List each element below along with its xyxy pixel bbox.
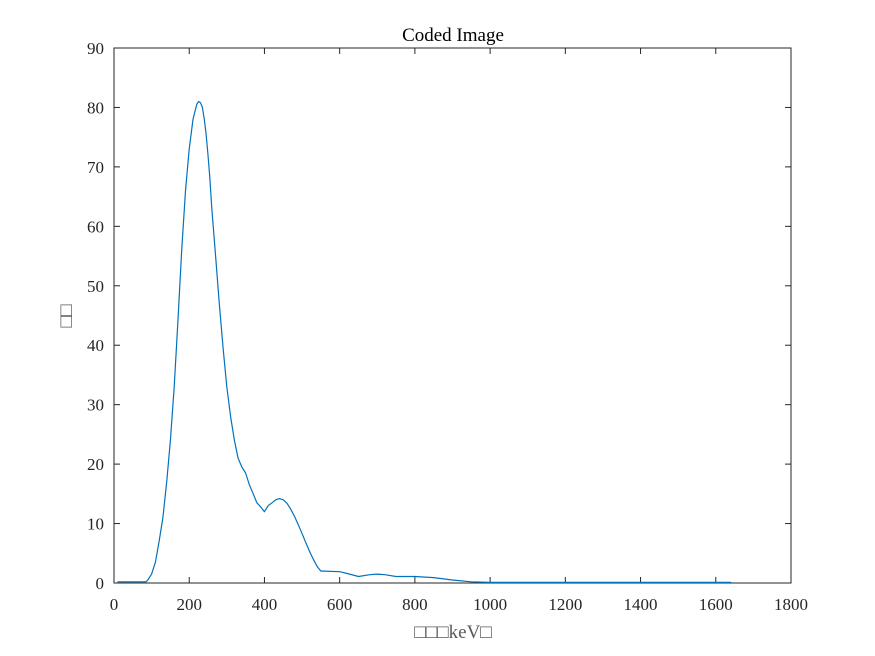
chart-title: Coded Image xyxy=(402,25,504,46)
x-axis-label: □□□keV□ xyxy=(414,622,492,643)
x-tick-label-1800: 1800 xyxy=(774,595,808,614)
y-tick-label-0: 0 xyxy=(96,574,105,593)
plot-area xyxy=(113,47,792,584)
y-tick-label-70: 70 xyxy=(87,158,104,177)
x-axis-tick-labels: 0 200 400 600 800 1000 1200 1400 1600 1800 xyxy=(110,595,808,614)
y-tick-label-90: 90 xyxy=(87,39,104,58)
y-axis-tick-labels: 0 10 20 30 40 50 60 70 80 90 xyxy=(87,39,104,593)
y-tick-label-50: 50 xyxy=(87,277,104,296)
y-tick-label-80: 80 xyxy=(87,98,104,117)
y-tick-label-40: 40 xyxy=(87,336,104,355)
x-tick-label-0: 0 xyxy=(110,595,119,614)
x-tick-label-800: 800 xyxy=(402,595,428,614)
x-tick-label-400: 400 xyxy=(252,595,278,614)
x-tick-label-1400: 1400 xyxy=(624,595,658,614)
y-axis-label: □□ xyxy=(56,304,77,327)
x-tick-label-1000: 1000 xyxy=(473,595,507,614)
y-tick-label-60: 60 xyxy=(87,217,104,236)
y-tick-label-20: 20 xyxy=(87,455,104,474)
series-layer xyxy=(117,100,732,583)
y-tick-label-30: 30 xyxy=(87,396,104,415)
x-tick-label-200: 200 xyxy=(176,595,202,614)
series-line-0 xyxy=(117,100,732,583)
x-tick-label-1600: 1600 xyxy=(699,595,733,614)
y-axis-ticks xyxy=(114,47,791,584)
x-tick-label-600: 600 xyxy=(327,595,353,614)
y-tick-label-10: 10 xyxy=(87,515,104,534)
x-tick-label-1200: 1200 xyxy=(548,595,582,614)
